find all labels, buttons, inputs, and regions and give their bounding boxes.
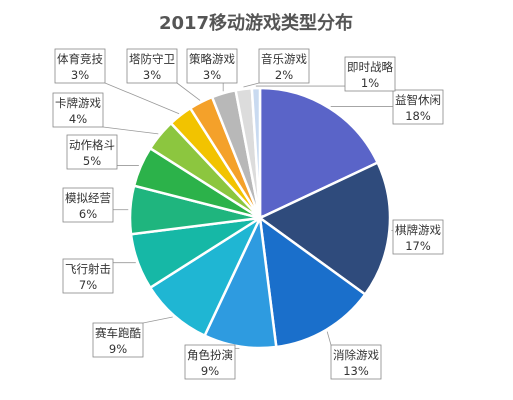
slice-label-value: 3%	[71, 68, 89, 82]
slice-label-value: 6%	[79, 207, 97, 221]
slice-label-name: 赛车跑酷	[95, 326, 141, 340]
slice-label: 赛车跑酷 9%	[92, 322, 144, 358]
slice-label-name: 塔防守卫	[129, 52, 175, 66]
leader-line	[104, 82, 180, 115]
pie-slices	[128, 86, 392, 350]
slice-label: 策略游戏 3%	[186, 48, 238, 84]
slice-label-value: 13%	[343, 364, 369, 378]
slice-label-value: 18%	[405, 109, 431, 123]
slice-label-value: 9%	[201, 364, 219, 378]
label-box	[62, 187, 114, 223]
slice-label-name: 棋牌游戏	[395, 223, 441, 237]
slice-label: 塔防守卫 3%	[126, 48, 178, 84]
slice-label: 音乐游戏 2%	[258, 48, 310, 84]
slice-label-name: 益智休闲	[395, 93, 441, 107]
slice-label: 动作格斗 5%	[66, 134, 118, 170]
label-box	[344, 56, 396, 92]
label-box	[392, 219, 444, 255]
pie-slice	[258, 86, 380, 220]
label-box	[258, 48, 310, 84]
leader-lines	[102, 82, 393, 349]
leader-line	[243, 82, 260, 88]
slice-label: 卡牌游戏 4%	[52, 92, 104, 128]
slice-label-value: 1%	[361, 76, 379, 90]
slice-label-name: 策略游戏	[189, 52, 235, 66]
label-box	[126, 48, 178, 84]
slice-label-name: 飞行射击	[65, 262, 111, 276]
pie-slice	[258, 215, 367, 349]
label-box	[184, 344, 236, 380]
slice-label: 角色扮演 9%	[184, 344, 236, 380]
slice-label-value: 3%	[143, 68, 161, 82]
slice-label-value: 7%	[79, 278, 97, 292]
slice-label-name: 消除游戏	[333, 348, 379, 362]
pie-slice	[257, 160, 392, 297]
slice-label: 体育竞技 3%	[54, 48, 106, 84]
label-box	[52, 92, 104, 128]
slice-label: 模拟经营 6%	[62, 187, 114, 223]
label-box	[392, 89, 444, 125]
slice-label: 飞行射击 7%	[62, 258, 114, 294]
label-box	[330, 344, 382, 380]
slice-label-name: 模拟经营	[65, 191, 111, 205]
slice-label-name: 动作格斗	[69, 138, 115, 152]
leader-line	[102, 126, 159, 135]
leader-line	[326, 331, 332, 346]
leader-line	[176, 82, 201, 101]
slice-label: 消除游戏 13%	[330, 344, 382, 380]
slice-labels: 益智休闲 18% 棋牌游戏 17% 消除游戏 13% 角色扮演 9% 赛车跑酷 9% 飞行射击 7% 模…	[52, 48, 444, 380]
slice-label-value: 3%	[203, 68, 221, 82]
pie-slice	[250, 86, 262, 219]
leader-line	[142, 316, 173, 324]
slice-label-value: 2%	[275, 68, 293, 82]
slice-label-name: 卡牌游戏	[55, 96, 101, 110]
slice-label-name: 即时战略	[347, 60, 393, 74]
label-box	[62, 258, 114, 294]
slice-label-value: 17%	[405, 239, 431, 253]
chart-title: 2017移动游戏类型分布	[159, 12, 353, 34]
label-box	[92, 322, 144, 358]
slice-label-value: 5%	[83, 154, 101, 168]
label-box	[66, 134, 118, 170]
slice-label: 即时战略 1%	[344, 56, 396, 92]
slice-label-name: 体育竞技	[57, 52, 103, 66]
slice-label-value: 9%	[109, 342, 127, 356]
slice-label-name: 角色扮演	[187, 348, 233, 362]
slice-label-name: 音乐游戏	[261, 52, 307, 66]
label-box	[186, 48, 238, 84]
label-box	[54, 48, 106, 84]
slice-label: 益智休闲 18%	[392, 89, 444, 125]
slice-label-value: 4%	[69, 112, 87, 126]
slice-label: 棋牌游戏 17%	[392, 219, 444, 255]
